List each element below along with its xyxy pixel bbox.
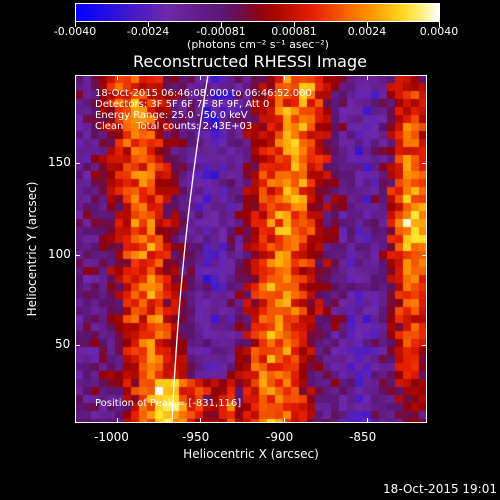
x-tick-label: -950 [182, 430, 210, 444]
x-tick-label: -900 [266, 430, 294, 444]
x-tick-label: -1000 [94, 430, 129, 444]
y-tick-label: 150 [48, 155, 71, 169]
clean-counts-text: Clean Total counts: 2.43E+03 [95, 121, 253, 132]
peak-position-text: Position of Peak = [-831,116] [95, 398, 242, 409]
x-axis-label: Heliocentric X (arcsec) [183, 447, 319, 461]
colorbar [75, 3, 440, 22]
colorbar-tick-label: -0.0040 [53, 25, 97, 38]
colorbar-units: (photons cm⁻² s⁻¹ asec⁻²) [187, 38, 329, 51]
colorbar-tick-label: -0.0024 [126, 25, 170, 38]
time-range-text: 18-Oct-2015 06:46:08.000 to 06:46:52.000 [95, 88, 312, 99]
colorbar-tick-label: -0.00081 [196, 25, 246, 38]
limb-curve [171, 75, 209, 423]
x-tick-label: -850 [349, 430, 377, 444]
y-axis-label: Heliocentric Y (arcsec) [25, 181, 39, 317]
y-tick-label: 100 [48, 247, 71, 261]
timestamp: 18-Oct-2015 19:01 [383, 482, 497, 496]
detectors-text: Detectors: 3F 5F 6F 7F 8F 9F, Att 0 [95, 99, 270, 110]
energy-range-text: Energy Range: 25.0 - 50.0 keV [95, 110, 248, 121]
colorbar-tick-label: 0.00081 [271, 25, 317, 38]
colorbar-tick-label: 0.0040 [419, 25, 459, 38]
colorbar-tick-label: 0.0024 [347, 25, 387, 38]
image-title: Reconstructed RHESSI Image [133, 52, 367, 71]
rhessi-image [75, 75, 427, 423]
y-tick-label: 50 [55, 337, 71, 351]
